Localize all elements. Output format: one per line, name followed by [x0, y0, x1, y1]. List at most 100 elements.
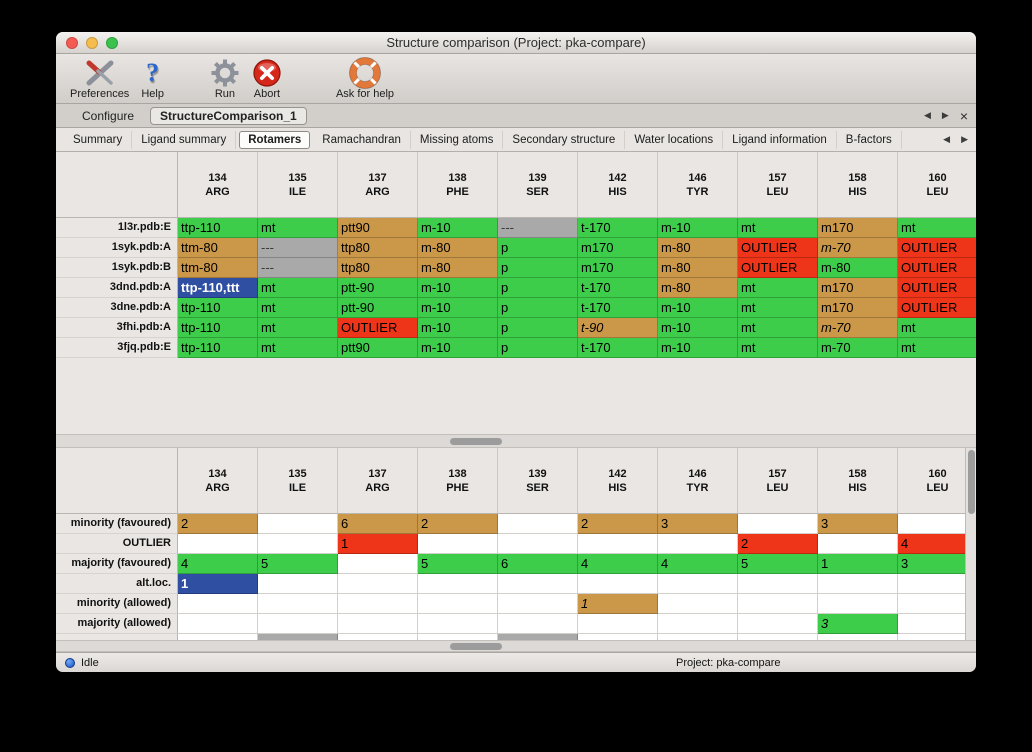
table-cell[interactable]: p: [498, 338, 578, 358]
table-cell[interactable]: m-80: [658, 258, 738, 278]
table-cell[interactable]: m-10: [418, 278, 498, 298]
table-cell[interactable]: [178, 534, 258, 554]
table-cell[interactable]: [578, 574, 658, 594]
help-button[interactable]: ? Help: [135, 56, 170, 101]
table-cell[interactable]: [178, 594, 258, 614]
table-cell[interactable]: [898, 574, 976, 594]
table-cell[interactable]: [178, 614, 258, 634]
table-cell[interactable]: m-10: [418, 298, 498, 318]
table-cell[interactable]: p: [498, 258, 578, 278]
table-cell[interactable]: t-170: [578, 278, 658, 298]
table-cell[interactable]: m170: [818, 218, 898, 238]
table-cell[interactable]: [738, 614, 818, 634]
table-cell[interactable]: 6: [498, 554, 578, 574]
table-cell[interactable]: mt: [898, 338, 976, 358]
row-label[interactable]: minority (allowed): [56, 594, 178, 614]
table-cell[interactable]: [898, 634, 976, 640]
column-header-142[interactable]: 142 HIS: [578, 448, 658, 514]
table-cell[interactable]: mt: [898, 318, 976, 338]
table-cell[interactable]: t-170: [578, 298, 658, 318]
table-cell[interactable]: 5: [418, 554, 498, 574]
column-header-146[interactable]: 146 TYR: [658, 152, 738, 218]
table-cell[interactable]: [578, 534, 658, 554]
table-cell[interactable]: m170: [578, 258, 658, 278]
table-cell[interactable]: p: [498, 318, 578, 338]
subtab-back-icon[interactable]: ◀: [943, 134, 951, 144]
column-header-137[interactable]: 137 ARG: [338, 448, 418, 514]
table-cell[interactable]: [658, 594, 738, 614]
table-cell[interactable]: m-80: [818, 258, 898, 278]
row-label[interactable]: 3dne.pdb:A: [56, 298, 178, 318]
subtab-rotamers[interactable]: Rotamers: [239, 130, 311, 149]
table-cell[interactable]: m-80: [658, 238, 738, 258]
subtab-ramachandran[interactable]: Ramachandran: [313, 130, 411, 149]
tab-forward-icon[interactable]: ▶: [941, 110, 949, 120]
row-label[interactable]: OUTLIER: [56, 534, 178, 554]
vertical-scrollbar[interactable]: [965, 448, 976, 640]
column-header-160[interactable]: 160 LEU: [898, 152, 976, 218]
table-cell[interactable]: [578, 634, 658, 640]
table-cell[interactable]: 1: [818, 554, 898, 574]
table-cell[interactable]: m-70: [818, 318, 898, 338]
table-cell[interactable]: [818, 634, 898, 640]
abort-button[interactable]: Abort: [246, 56, 288, 101]
table-cell[interactable]: ttp80: [338, 258, 418, 278]
table-cell[interactable]: OUTLIER: [898, 238, 976, 258]
table-cell[interactable]: t-170: [578, 338, 658, 358]
close-window-button[interactable]: [66, 37, 78, 49]
table-cell[interactable]: [738, 634, 818, 640]
table-cell[interactable]: 4: [658, 554, 738, 574]
table-cell[interactable]: 3: [818, 614, 898, 634]
table-cell[interactable]: OUTLIER: [898, 258, 976, 278]
table-cell[interactable]: [258, 534, 338, 554]
subtab-water-locations[interactable]: Water locations: [625, 130, 724, 149]
table-cell[interactable]: t-90: [578, 318, 658, 338]
table-cell[interactable]: [738, 594, 818, 614]
table-cell[interactable]: [418, 534, 498, 554]
column-header-157[interactable]: 157 LEU: [738, 448, 818, 514]
table-cell[interactable]: [578, 614, 658, 634]
table-cell[interactable]: mt: [738, 218, 818, 238]
table-cell[interactable]: t-170: [578, 218, 658, 238]
table-cell[interactable]: [498, 594, 578, 614]
table-cell[interactable]: m170: [818, 278, 898, 298]
subtab-forward-icon[interactable]: ▶: [961, 134, 968, 144]
table-cell[interactable]: mt: [738, 298, 818, 318]
table-cell[interactable]: [898, 614, 976, 634]
row-label[interactable]: 1syk.pdb:B: [56, 258, 178, 278]
table-cell[interactable]: [818, 594, 898, 614]
run-button[interactable]: Run: [204, 56, 246, 101]
table-cell[interactable]: [338, 554, 418, 574]
row-label[interactable]: 1l3r.pdb:E: [56, 218, 178, 238]
table-cell[interactable]: m-10: [418, 318, 498, 338]
table-cell[interactable]: [178, 634, 258, 640]
table-cell[interactable]: m-10: [658, 218, 738, 238]
table-cell[interactable]: ttp-110: [178, 338, 258, 358]
table-cell[interactable]: mt: [258, 298, 338, 318]
table-cell[interactable]: ttm-80: [178, 238, 258, 258]
column-header-158[interactable]: 158 HIS: [818, 152, 898, 218]
table-cell[interactable]: ptt90: [338, 218, 418, 238]
subtab-secondary-structure[interactable]: Secondary structure: [503, 130, 626, 149]
column-header-142[interactable]: 142 HIS: [578, 152, 658, 218]
minimize-window-button[interactable]: [86, 37, 98, 49]
table-cell[interactable]: ttp-110: [178, 298, 258, 318]
table-cell[interactable]: p: [498, 298, 578, 318]
table-cell[interactable]: m-80: [418, 258, 498, 278]
column-header-160[interactable]: 160 LEU: [898, 448, 976, 514]
table-cell[interactable]: [658, 574, 738, 594]
table-cell[interactable]: mt: [738, 278, 818, 298]
table-cell[interactable]: 5: [258, 554, 338, 574]
table-cell[interactable]: ttp-110,ttt: [178, 278, 258, 298]
subtab-ligand-summary[interactable]: Ligand summary: [132, 130, 237, 149]
table-cell[interactable]: mt: [258, 278, 338, 298]
column-header-135[interactable]: 135 ILE: [258, 152, 338, 218]
row-label[interactable]: 3fjq.pdb:E: [56, 338, 178, 358]
preferences-button[interactable]: Preferences: [64, 56, 135, 101]
tab-back-icon[interactable]: ◀: [923, 110, 931, 120]
table-cell[interactable]: 4: [178, 554, 258, 574]
table-cell[interactable]: [658, 534, 738, 554]
column-header-138[interactable]: 138 PHE: [418, 448, 498, 514]
table-cell[interactable]: [498, 534, 578, 554]
tab-configure[interactable]: Configure: [82, 108, 135, 123]
